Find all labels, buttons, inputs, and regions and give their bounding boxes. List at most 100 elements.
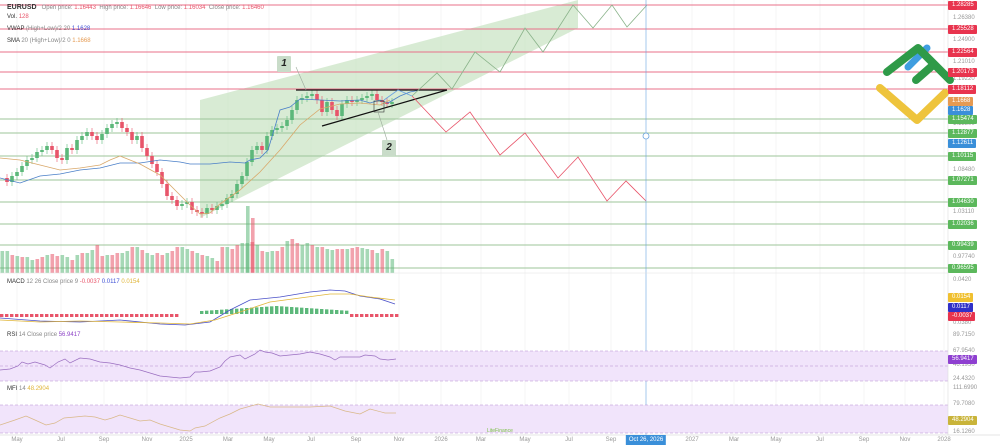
sma-legend[interactable]: SMA 20 (High+Low)/2 0 1.1668 bbox=[7, 38, 91, 44]
macd-histogram-bar bbox=[95, 314, 99, 317]
price-tick: 24.4320 bbox=[953, 376, 975, 382]
time-tick: 2026 bbox=[434, 437, 448, 443]
candle bbox=[180, 204, 184, 206]
vwap-legend[interactable]: VWAP (High+Low)/2 20 1.1628 bbox=[7, 26, 91, 32]
macd-histogram-bar bbox=[65, 314, 69, 317]
volume-bar bbox=[280, 247, 285, 273]
open-value: 1.16443 bbox=[74, 5, 96, 11]
volume-bar bbox=[240, 243, 245, 273]
macd-histogram-bar bbox=[245, 308, 249, 314]
volume-bar bbox=[120, 253, 125, 273]
volume-bar bbox=[185, 249, 190, 273]
bullish-scenario[interactable] bbox=[411, 4, 648, 97]
macd-histogram-bar bbox=[230, 309, 234, 314]
macd-histogram-bar bbox=[10, 314, 14, 317]
volume-bar bbox=[60, 255, 65, 273]
price-tag: 1.20173 bbox=[948, 67, 977, 77]
volume-bar bbox=[55, 256, 60, 273]
candle bbox=[35, 152, 39, 158]
candle bbox=[350, 100, 354, 102]
candle bbox=[365, 96, 369, 98]
bearish-scenario[interactable] bbox=[411, 95, 647, 202]
macd-histogram-bar bbox=[80, 314, 84, 317]
rising-channel[interactable] bbox=[200, 0, 578, 218]
volume-bar bbox=[50, 254, 55, 273]
candle bbox=[235, 184, 239, 194]
sma-line bbox=[0, 99, 391, 215]
macd-histogram-bar bbox=[370, 314, 374, 317]
candle bbox=[250, 150, 254, 162]
time-tick: 2028 bbox=[937, 437, 951, 443]
macd-histogram-bar bbox=[315, 308, 319, 314]
candle bbox=[335, 110, 339, 116]
volume-bar bbox=[300, 245, 305, 273]
volume-bar bbox=[295, 243, 300, 273]
candle bbox=[205, 208, 209, 214]
watermark: LiteFinance bbox=[487, 428, 513, 434]
price-tag: -0.0037 bbox=[948, 311, 976, 321]
price-tag: 1.12611 bbox=[948, 138, 977, 148]
time-tick: Mar bbox=[222, 437, 234, 443]
volume-bar bbox=[70, 260, 75, 273]
macd-histogram-bar bbox=[275, 306, 279, 314]
macd-histogram-bar bbox=[310, 308, 314, 314]
volume-bar bbox=[20, 257, 25, 273]
macd-histogram-bar bbox=[140, 314, 144, 317]
volume-bar bbox=[325, 249, 330, 273]
volume-bar bbox=[135, 247, 140, 273]
volume-bar bbox=[330, 250, 335, 273]
volume-bar bbox=[355, 247, 360, 273]
candle bbox=[40, 150, 44, 152]
volume-bar bbox=[140, 250, 145, 273]
volume-bar bbox=[380, 249, 385, 273]
candle bbox=[370, 94, 374, 96]
volume-bar bbox=[270, 251, 275, 273]
volume-bar bbox=[255, 245, 260, 273]
macd-histogram-bar bbox=[280, 306, 284, 314]
annotation-tag-1[interactable]: 1 bbox=[277, 56, 291, 72]
rsi-legend[interactable]: RSI 14 Close price 56.9417 bbox=[7, 332, 81, 338]
candle bbox=[170, 196, 174, 200]
macd-histogram-bar bbox=[265, 306, 269, 314]
macd-histogram-bar bbox=[85, 314, 89, 317]
triangle-support[interactable] bbox=[321, 89, 448, 127]
candle bbox=[65, 148, 69, 160]
volume-bar bbox=[260, 251, 265, 273]
price-tick: 67.9540 bbox=[953, 348, 975, 354]
time-tick: Nov bbox=[899, 437, 911, 443]
macd-histogram-bar bbox=[5, 314, 9, 317]
volume-bar bbox=[275, 251, 280, 273]
volume-bar bbox=[45, 255, 50, 273]
volume-bar bbox=[175, 247, 180, 273]
macd-legend[interactable]: MACD 12 26 Close price 9 -0.0037 0.0117 … bbox=[7, 279, 140, 285]
volume-bar bbox=[335, 249, 340, 273]
breakout-box[interactable] bbox=[373, 100, 385, 113]
macd-histogram-bar bbox=[320, 309, 324, 314]
macd-histogram-bar bbox=[385, 314, 389, 317]
price-tick: 1.13800 bbox=[953, 121, 975, 127]
candle bbox=[190, 202, 194, 210]
volume-bar bbox=[110, 255, 115, 273]
volume-bar bbox=[170, 251, 175, 273]
crosshair-handle[interactable] bbox=[642, 132, 650, 140]
time-tick: Jul bbox=[816, 437, 824, 443]
time-tick: Jul bbox=[57, 437, 65, 443]
price-tag: 0.96595 bbox=[948, 263, 977, 273]
volume-bar bbox=[95, 245, 100, 273]
mfi-legend[interactable]: MFI 14 48.2904 bbox=[7, 386, 50, 392]
candle bbox=[160, 172, 164, 184]
macd-histogram-bar bbox=[355, 314, 359, 317]
volume-bar bbox=[145, 253, 150, 273]
candle bbox=[75, 140, 79, 150]
macd-histogram-bar bbox=[365, 314, 369, 317]
blue-projection bbox=[383, 89, 413, 101]
price-tag: 0.0154 bbox=[948, 292, 974, 302]
volume-bar bbox=[5, 251, 10, 273]
annotation-tag-2[interactable]: 2 bbox=[382, 140, 396, 156]
macd-histogram-bar bbox=[345, 310, 349, 314]
volume-bar bbox=[25, 257, 30, 273]
volume-bar bbox=[315, 247, 320, 273]
time-tick: 2027 bbox=[685, 437, 699, 443]
macd-histogram-bar bbox=[25, 314, 29, 317]
